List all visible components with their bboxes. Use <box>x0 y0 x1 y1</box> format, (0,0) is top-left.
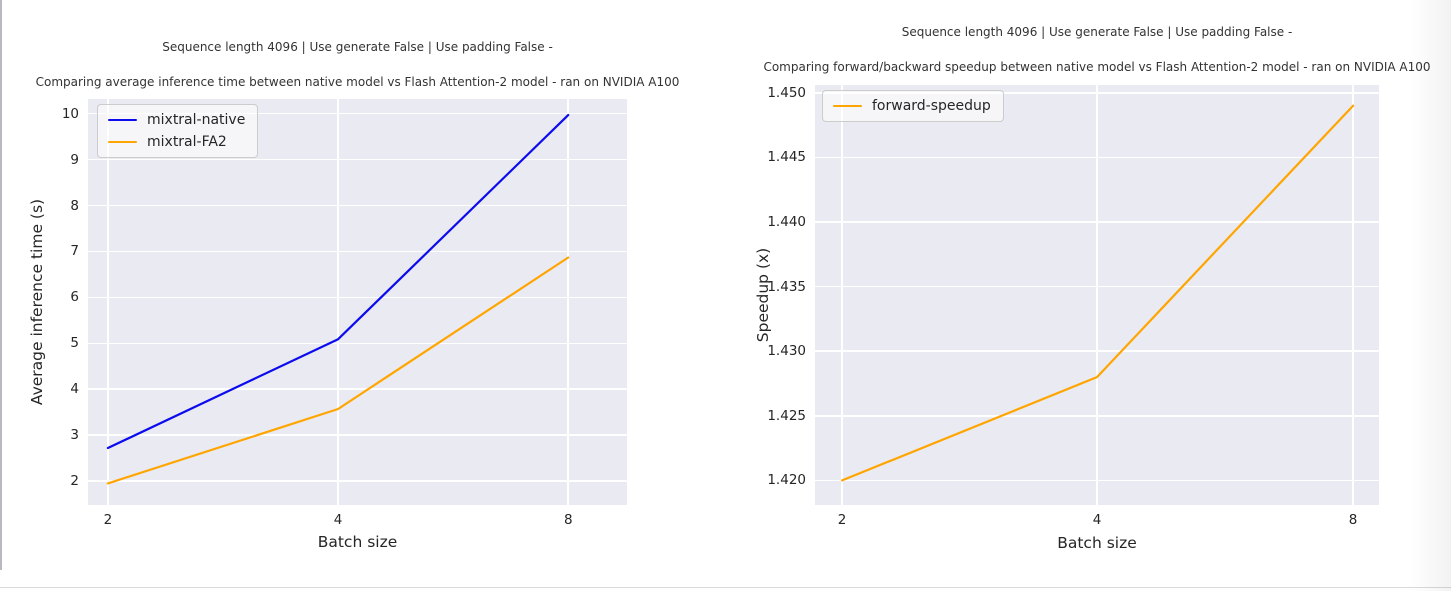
legend-label: forward-speedup <box>872 98 991 114</box>
legend: forward-speedup <box>822 90 1004 122</box>
y-tick-label: 3 <box>70 427 79 444</box>
x-tick-label: 8 <box>1348 512 1358 528</box>
chart-title: Comparing forward/backward speedup betwe… <box>763 60 1431 74</box>
x-tick-label: 4 <box>333 512 343 528</box>
mixtral-FA2-legend-swatch-icon <box>108 140 137 144</box>
x-tick-label: 2 <box>103 512 113 528</box>
horizontal-gridline <box>88 342 627 345</box>
y-tick-label: 6 <box>70 289 79 306</box>
horizontal-gridline <box>88 112 627 115</box>
chart-suptitle: Sequence length 4096 | Use generate Fals… <box>162 40 553 54</box>
y-tick-label: 1.420 <box>767 472 806 489</box>
x-tick-label: 2 <box>837 512 847 528</box>
x-axis-label: Batch size <box>1057 534 1137 552</box>
y-tick-label: 10 <box>61 105 79 122</box>
horizontal-gridline <box>88 204 627 207</box>
legend: mixtral-native mixtral-FA2 <box>97 104 259 158</box>
bottom-edge-divider <box>0 587 1451 588</box>
legend-item: mixtral-FA2 <box>108 134 245 150</box>
left-edge-border <box>0 0 2 570</box>
horizontal-gridline <box>88 250 627 253</box>
y-tick-label: 7 <box>70 243 79 260</box>
mixtral-FA2-line <box>106 256 570 485</box>
series-lines <box>841 104 1355 482</box>
horizontal-gridline <box>88 434 627 436</box>
y-tick-label: 1.440 <box>767 213 806 230</box>
vertical-gridline <box>841 85 843 505</box>
vertical-gridline <box>337 99 339 505</box>
y-tick-label: 1.430 <box>767 343 806 360</box>
x-tick-label: 4 <box>1092 512 1102 528</box>
plot-area: mixtral-native mixtral-FA2 <box>88 99 627 505</box>
vertical-gridline <box>567 99 570 505</box>
y-tick-label: 8 <box>70 197 79 214</box>
plot-area: forward-speedup <box>815 85 1379 505</box>
y-tick-label: 1.425 <box>767 407 806 424</box>
mixtral-native-legend-swatch-icon <box>108 118 137 122</box>
y-tick-label: 5 <box>70 335 79 352</box>
horizontal-gridline <box>88 296 627 299</box>
legend-item: forward-speedup <box>833 98 991 114</box>
chart-suptitle: Sequence length 4096 | Use generate Fals… <box>901 25 1293 39</box>
x-tick-label: 8 <box>563 512 573 528</box>
vertical-gridline <box>1096 85 1098 505</box>
y-tick-label: 9 <box>70 151 79 168</box>
y-tick-label: 1.445 <box>767 149 806 166</box>
y-axis-label: Average inference time (s) <box>28 198 46 406</box>
vertical-gridline <box>107 99 109 505</box>
vertical-gridline <box>1352 85 1354 505</box>
y-tick-label: 1.435 <box>767 278 806 295</box>
legend-label: mixtral-native <box>147 112 246 128</box>
horizontal-gridline <box>88 158 627 161</box>
forward-speedup-legend-swatch-icon <box>833 104 862 108</box>
legend-label: mixtral-FA2 <box>147 134 227 150</box>
chart-title: Comparing average inference time between… <box>35 75 680 89</box>
horizontal-gridline <box>88 388 627 391</box>
y-axis-label: Speedup (x) <box>754 247 772 343</box>
forward-speedup-line <box>841 104 1355 482</box>
x-axis-label: Batch size <box>317 533 398 551</box>
y-tick-label: 2 <box>70 473 79 490</box>
horizontal-gridline <box>88 480 627 482</box>
right-edge-shadow <box>1409 0 1451 591</box>
series-lines <box>106 114 570 485</box>
y-tick-label: 1.450 <box>767 84 806 101</box>
legend-item: mixtral-native <box>108 112 245 128</box>
mixtral-native-line <box>106 114 570 450</box>
y-tick-label: 4 <box>70 381 79 398</box>
